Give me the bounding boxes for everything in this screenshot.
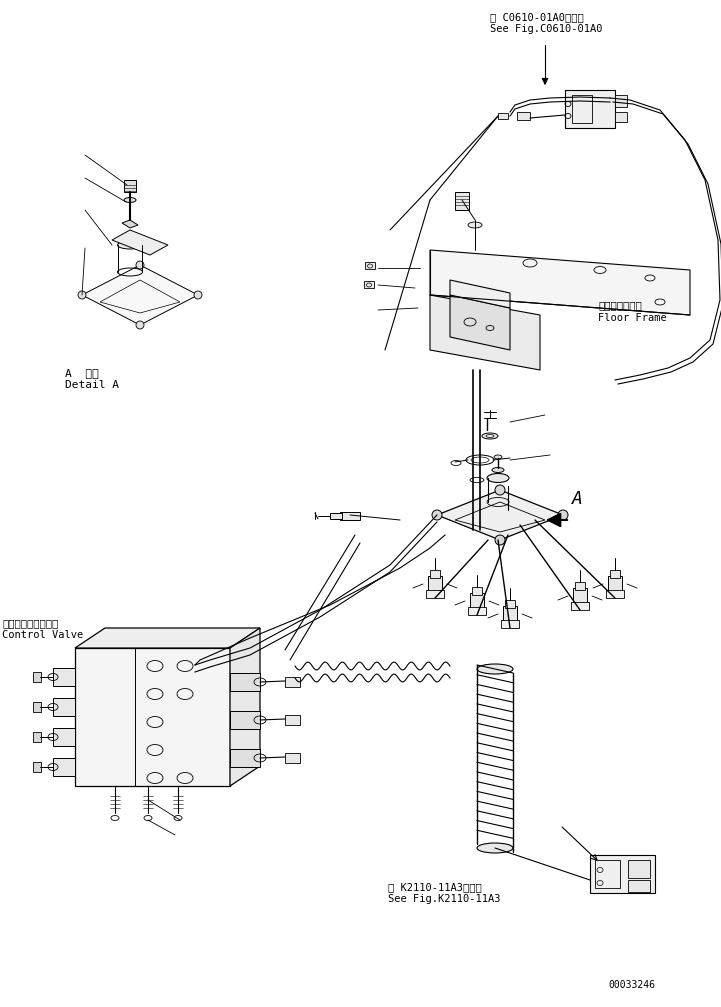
Ellipse shape <box>118 241 143 249</box>
Circle shape <box>495 485 505 495</box>
Bar <box>285 715 300 725</box>
Bar <box>285 677 300 687</box>
Bar <box>230 711 260 729</box>
Text: A  詳細: A 詳細 <box>65 368 99 378</box>
Polygon shape <box>82 265 198 325</box>
Bar <box>573 588 587 606</box>
Text: See Fig.C0610-01A0: See Fig.C0610-01A0 <box>490 24 603 34</box>
Text: 第 K2110-11A3図参照: 第 K2110-11A3図参照 <box>388 882 482 892</box>
Bar <box>572 95 592 123</box>
Polygon shape <box>230 628 260 786</box>
Ellipse shape <box>477 843 513 853</box>
Circle shape <box>136 261 144 269</box>
Bar <box>426 590 444 598</box>
Bar <box>285 753 300 763</box>
Bar <box>430 570 440 578</box>
Bar <box>628 880 650 892</box>
Polygon shape <box>112 230 168 255</box>
Circle shape <box>78 291 86 299</box>
Polygon shape <box>122 220 138 228</box>
Bar <box>33 762 41 772</box>
Text: A: A <box>572 490 583 508</box>
Bar <box>230 673 260 691</box>
Bar <box>124 180 136 192</box>
Polygon shape <box>430 250 690 315</box>
Polygon shape <box>437 490 563 540</box>
Bar <box>340 512 360 520</box>
Bar <box>575 582 585 590</box>
Text: フロアフレーム: フロアフレーム <box>598 300 642 310</box>
Bar <box>590 855 655 893</box>
Bar <box>330 513 342 519</box>
Ellipse shape <box>482 433 498 439</box>
Bar <box>428 576 442 594</box>
Circle shape <box>495 535 505 545</box>
Bar <box>33 702 41 712</box>
Bar <box>571 602 589 610</box>
Bar <box>608 576 622 594</box>
Bar <box>503 606 517 624</box>
Bar <box>615 95 627 107</box>
Ellipse shape <box>487 473 509 482</box>
Circle shape <box>432 510 442 520</box>
Text: See Fig.K2110-11A3: See Fig.K2110-11A3 <box>388 894 500 904</box>
Bar <box>53 698 75 716</box>
Ellipse shape <box>492 467 504 472</box>
Bar <box>505 600 515 608</box>
Circle shape <box>194 291 202 299</box>
Bar <box>595 860 620 888</box>
Ellipse shape <box>468 222 482 228</box>
Ellipse shape <box>477 664 513 674</box>
Bar <box>33 672 41 682</box>
Bar <box>517 112 530 120</box>
Bar <box>230 749 260 767</box>
Bar <box>53 728 75 746</box>
Circle shape <box>558 510 568 520</box>
Bar <box>472 587 482 595</box>
Bar <box>610 570 620 578</box>
Bar <box>565 90 615 128</box>
Text: 00033246: 00033246 <box>608 980 655 990</box>
Bar <box>75 648 230 786</box>
Ellipse shape <box>466 455 494 465</box>
Polygon shape <box>75 628 260 648</box>
Bar <box>470 593 484 611</box>
Bar <box>628 860 650 878</box>
Bar <box>615 112 627 122</box>
Bar <box>33 732 41 742</box>
Bar <box>53 668 75 686</box>
Text: コントロールバルブ: コントロールバルブ <box>2 618 58 628</box>
Text: Detail A: Detail A <box>65 380 119 390</box>
Bar <box>501 620 519 628</box>
Bar <box>606 590 624 598</box>
Bar <box>365 262 375 269</box>
Bar <box>498 113 508 119</box>
Bar <box>364 281 374 288</box>
Text: Floor Frame: Floor Frame <box>598 313 667 323</box>
Polygon shape <box>450 280 510 308</box>
Text: 第 C0610-01A0図参照: 第 C0610-01A0図参照 <box>490 12 584 22</box>
Text: Control Valve: Control Valve <box>2 630 83 640</box>
Bar <box>468 607 486 615</box>
Ellipse shape <box>124 197 136 202</box>
Polygon shape <box>430 295 540 370</box>
Bar <box>455 192 469 210</box>
Ellipse shape <box>494 455 502 459</box>
Bar <box>53 758 75 776</box>
Polygon shape <box>450 295 510 350</box>
Circle shape <box>136 321 144 329</box>
